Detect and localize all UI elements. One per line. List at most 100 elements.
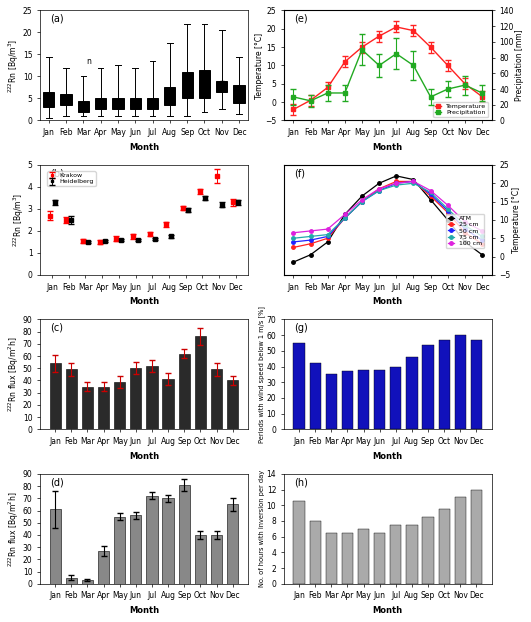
Text: (a): (a) [50,14,64,24]
Text: (f): (f) [294,168,305,179]
25 cm [359,198,365,205]
ATM [359,192,365,200]
X-axis label: Month: Month [129,606,159,615]
50 cm [307,236,314,244]
Y-axis label: $^{222}$Rn flux [Bq/m$^2$h]: $^{222}$Rn flux [Bq/m$^2$h] [7,337,21,412]
100 cm [444,202,451,209]
ATM [307,251,314,259]
75 cm [307,233,314,240]
Y-axis label: Temperature [°C]: Temperature [°C] [512,187,521,253]
X-axis label: Month: Month [373,297,403,306]
Bar [439,509,450,584]
100 cm [479,227,485,234]
50 cm [359,198,365,205]
Bar [374,533,386,584]
Legend: ATM, 25 cm, 50 cm, 75 cm, 100 cm: ATM, 25 cm, 50 cm, 75 cm, 100 cm [446,214,484,248]
25 cm [376,185,382,192]
75 cm [290,234,296,242]
25 cm [324,234,331,242]
100 cm [427,187,434,194]
100 cm [393,180,399,187]
50 cm [324,233,331,240]
PathPatch shape [113,98,124,109]
Bar [98,387,109,429]
75 cm [444,205,451,213]
PathPatch shape [234,85,245,103]
ATM [427,196,434,203]
Text: (e): (e) [294,14,308,24]
75 cm [359,198,365,205]
Bar [390,366,401,429]
Bar [147,496,158,584]
Bar [114,382,125,429]
PathPatch shape [43,92,54,107]
Bar [326,374,337,429]
X-axis label: Month: Month [129,142,159,152]
Bar [82,387,93,429]
100 cm [376,185,382,192]
PathPatch shape [199,70,210,98]
PathPatch shape [78,101,89,112]
Bar [406,525,417,584]
25 cm [462,229,468,236]
Bar [178,485,190,584]
Bar [471,340,482,429]
PathPatch shape [182,72,193,98]
Bar [98,551,109,584]
ATM [376,180,382,187]
Bar [342,533,353,584]
ATM [393,172,399,180]
Bar [147,366,158,429]
ATM [341,211,348,218]
75 cm [479,233,485,240]
Bar [293,501,305,584]
75 cm [462,221,468,229]
Line: 100 cm: 100 cm [292,180,484,234]
Bar [66,578,77,584]
25 cm [307,240,314,248]
Bar [195,535,206,584]
Bar [455,498,466,584]
Bar [66,369,77,429]
Y-axis label: Temperature [°C]: Temperature [°C] [255,32,264,98]
100 cm [307,227,314,234]
Bar [390,525,401,584]
X-axis label: Month: Month [373,452,403,461]
Bar [114,517,125,584]
Line: 75 cm: 75 cm [292,182,484,240]
100 cm [290,229,296,236]
Bar [130,368,141,429]
Bar [49,363,61,429]
X-axis label: Month: Month [129,452,159,461]
Bar [227,504,238,584]
Bar [293,343,305,429]
Bar [358,529,369,584]
75 cm [324,231,331,238]
25 cm [444,209,451,216]
75 cm [376,187,382,194]
Text: (b): (b) [50,168,64,179]
ATM [290,258,296,266]
25 cm [341,215,348,222]
Line: 50 cm: 50 cm [292,180,484,244]
Line: ATM: ATM [292,174,484,264]
Bar [178,353,190,429]
Bar [130,516,141,584]
50 cm [290,238,296,246]
Y-axis label: $^{222}$Rn flux [Bq/m$^2$h]: $^{222}$Rn flux [Bq/m$^2$h] [7,491,21,567]
Bar [162,498,174,584]
100 cm [359,196,365,203]
X-axis label: Month: Month [129,297,159,306]
75 cm [427,188,434,196]
Y-axis label: No. of hours with inversion per day: No. of hours with inversion per day [259,470,266,587]
Bar [310,521,321,584]
Bar [471,490,482,584]
Y-axis label: $^{222}$Rn [Bq/m$^3$]: $^{222}$Rn [Bq/m$^3$] [12,193,26,247]
Legend: Temperature, Precipitation: Temperature, Precipitation [433,101,489,118]
Line: 25 cm: 25 cm [292,180,484,249]
ATM [444,216,451,224]
50 cm [393,180,399,187]
50 cm [427,190,434,198]
Legend: Krakow, Heidelberg: Krakow, Heidelberg [47,171,96,187]
PathPatch shape [130,98,141,109]
